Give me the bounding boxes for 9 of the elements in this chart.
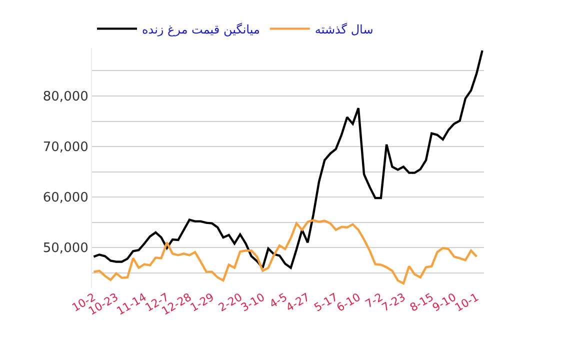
x-tick-label: 6-10: [334, 290, 363, 314]
legend-label: میانگین قیمت مرغ زنده: [142, 22, 260, 36]
line-series: [92, 49, 484, 269]
line-series: [92, 219, 478, 285]
y-tick-label: 70,000: [42, 140, 88, 156]
legend-label: سال گذشته: [314, 22, 374, 36]
y-tick-label: 60,000: [42, 190, 88, 206]
y-tick-label: 80,000: [42, 90, 88, 105]
y-tick-label: 50,000: [42, 241, 88, 256]
